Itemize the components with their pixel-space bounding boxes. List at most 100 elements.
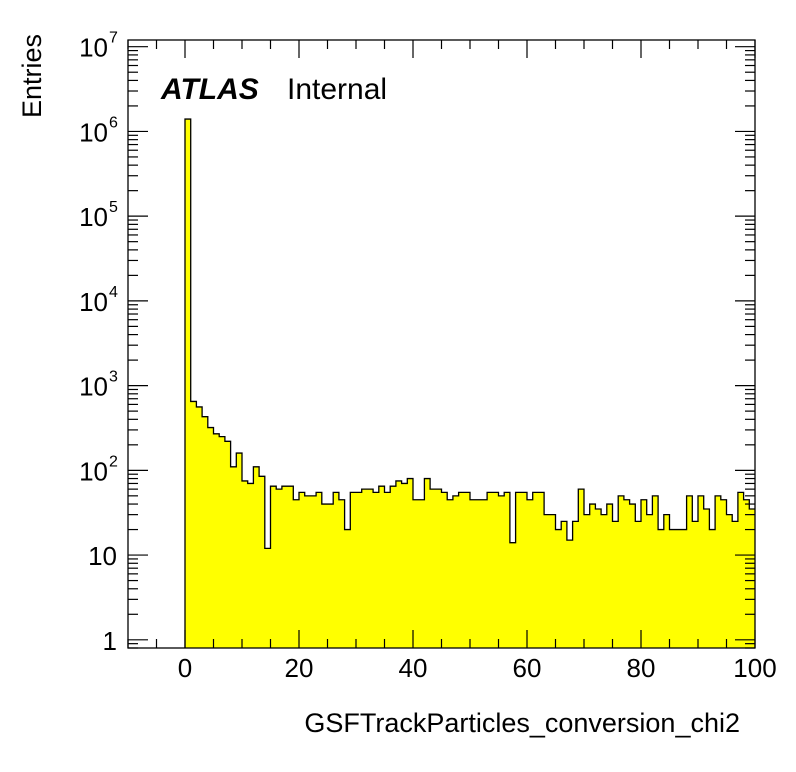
histogram-bar bbox=[384, 492, 391, 648]
histogram-bar bbox=[629, 504, 636, 648]
histogram-bar bbox=[316, 492, 323, 648]
y-tick-base: 10 bbox=[88, 541, 117, 571]
histogram-bar bbox=[424, 478, 431, 648]
x-tick-label: 20 bbox=[285, 653, 314, 683]
y-tick-base: 10 bbox=[79, 287, 108, 317]
histogram-bar bbox=[698, 495, 705, 648]
histogram-bar bbox=[413, 499, 420, 648]
histogram-bar bbox=[498, 495, 505, 648]
histogram-bar bbox=[669, 529, 676, 648]
histogram-bar bbox=[578, 489, 585, 648]
histogram-bar bbox=[555, 529, 562, 648]
histogram-bar bbox=[196, 406, 203, 648]
histogram-outline bbox=[184, 118, 755, 648]
histogram-bar bbox=[259, 476, 266, 648]
y-tick-label: 10 5 bbox=[79, 199, 118, 232]
y-tick-exponent: 4 bbox=[109, 284, 118, 301]
histogram-bar bbox=[441, 492, 448, 648]
y-tick-base: 10 bbox=[79, 456, 108, 486]
y-tick-base: 10 bbox=[79, 202, 108, 232]
histogram-bar bbox=[566, 540, 573, 648]
y-tick-label: 10 2 bbox=[79, 453, 118, 486]
histogram-bar bbox=[635, 521, 642, 648]
histogram-bar bbox=[509, 542, 516, 648]
histogram-bar bbox=[732, 521, 739, 648]
histogram-bar bbox=[190, 401, 197, 648]
x-axis-tick-labels: 0 20 40 60 80 100 bbox=[178, 653, 777, 683]
x-tick-label: 80 bbox=[627, 653, 656, 683]
histogram-bar bbox=[658, 529, 665, 648]
histogram-bar bbox=[692, 521, 699, 648]
histogram-bar bbox=[213, 433, 220, 648]
histogram-bar bbox=[481, 499, 488, 648]
histogram-bar bbox=[447, 499, 454, 648]
y-tick-base: 10 bbox=[79, 117, 108, 147]
histogram-bar bbox=[504, 492, 511, 648]
histogram-bar bbox=[618, 495, 625, 648]
histogram-bar bbox=[276, 489, 283, 648]
histogram-bar bbox=[390, 486, 397, 648]
histogram-bar bbox=[327, 504, 334, 648]
histogram-bar bbox=[623, 499, 630, 648]
x-axis-title: GSFTrackParticles_conversion_chi2 bbox=[304, 708, 740, 738]
histogram-bar bbox=[521, 492, 528, 648]
histogram-bar bbox=[527, 499, 534, 648]
histogram-bars bbox=[185, 119, 756, 649]
histogram-bar bbox=[663, 514, 670, 648]
internal-label: Internal bbox=[287, 73, 387, 106]
x-axis-ticks bbox=[127, 40, 756, 648]
histogram-bar bbox=[202, 416, 209, 648]
histogram-bar bbox=[487, 492, 494, 648]
y-tick-label: 10 6 bbox=[79, 114, 118, 147]
histogram-bar bbox=[612, 521, 619, 648]
y-tick-exponent: 7 bbox=[109, 30, 118, 47]
histogram-bar bbox=[749, 508, 756, 648]
histogram-bar bbox=[595, 508, 602, 648]
histogram-bar bbox=[333, 492, 340, 648]
histogram-bar bbox=[680, 529, 687, 648]
histogram-bar bbox=[185, 119, 192, 649]
histogram-bar bbox=[584, 514, 591, 648]
histogram-bar bbox=[715, 495, 722, 648]
y-tick-base: 1 bbox=[103, 626, 117, 656]
y-tick-exponent: 3 bbox=[109, 369, 118, 386]
histogram-bar bbox=[589, 504, 596, 648]
y-axis-ticks bbox=[128, 46, 755, 649]
histogram-bar bbox=[293, 499, 300, 648]
y-tick-label: 10 3 bbox=[79, 369, 118, 402]
histogram-bar bbox=[224, 441, 231, 648]
histogram-bar bbox=[606, 504, 613, 648]
histogram-bar bbox=[458, 492, 465, 648]
histogram-bar bbox=[350, 492, 357, 648]
histogram-bar bbox=[247, 483, 254, 648]
y-tick-base: 10 bbox=[79, 33, 108, 63]
histogram-bar bbox=[407, 478, 414, 648]
histogram-bar bbox=[242, 480, 249, 648]
histogram-bar bbox=[601, 514, 608, 648]
histogram-bar bbox=[378, 486, 385, 648]
histogram-bar bbox=[641, 499, 648, 648]
histogram-bar bbox=[544, 514, 551, 648]
histogram-bar bbox=[207, 427, 214, 648]
atlas-label: ATLAS bbox=[160, 73, 259, 106]
histogram-bar bbox=[310, 495, 317, 648]
histogram-bar bbox=[264, 548, 271, 648]
histogram-bar bbox=[270, 486, 277, 648]
histogram-bar bbox=[549, 514, 556, 648]
histogram-bar bbox=[737, 492, 744, 648]
histogram-bar bbox=[452, 495, 459, 648]
y-tick-label: 10 7 bbox=[79, 30, 118, 63]
histogram-bar bbox=[675, 529, 682, 648]
histogram-bar bbox=[361, 489, 368, 648]
histogram-bar bbox=[709, 529, 716, 648]
histogram-bar bbox=[230, 466, 237, 648]
y-tick-base: 10 bbox=[79, 372, 108, 402]
histogram-bar bbox=[726, 514, 733, 648]
histogram-bar bbox=[373, 492, 380, 648]
x-tick-label: 0 bbox=[178, 653, 192, 683]
x-tick-label: 60 bbox=[513, 653, 542, 683]
histogram-bar bbox=[253, 466, 260, 648]
y-tick-exponent: 6 bbox=[109, 114, 118, 131]
